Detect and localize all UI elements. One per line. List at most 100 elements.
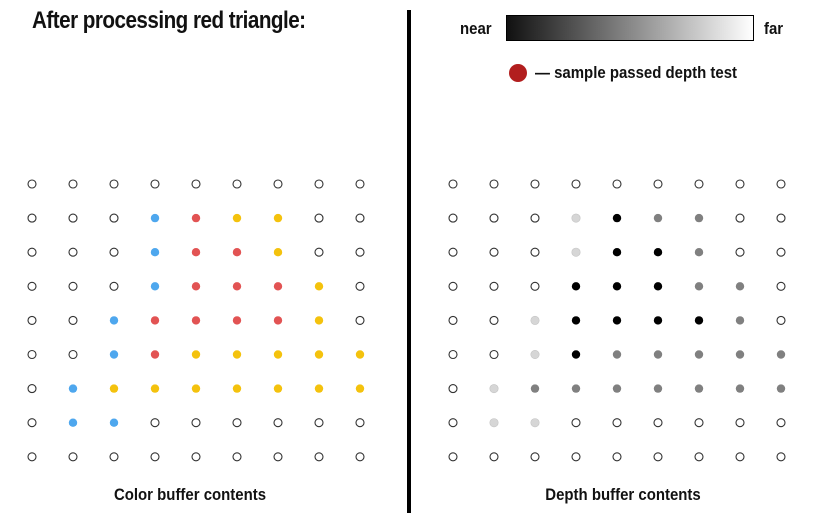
color-buffer-empty-sample xyxy=(27,213,37,223)
depth-buffer-empty-sample xyxy=(489,281,499,291)
depth-buffer-empty-sample xyxy=(489,213,499,223)
depth-buffer-empty-sample xyxy=(448,179,458,189)
legend-far-label: far xyxy=(764,19,784,38)
color-buffer-covered-sample xyxy=(232,282,242,291)
depth-buffer-covered-sample xyxy=(694,350,704,359)
depth-buffer-empty-sample xyxy=(612,418,622,428)
color-buffer-empty-sample xyxy=(355,179,365,189)
depth-buffer-covered-sample xyxy=(735,316,745,325)
color-buffer-empty-sample xyxy=(68,452,78,462)
depth-buffer-empty-sample xyxy=(530,247,540,257)
color-buffer-empty-sample xyxy=(273,452,283,462)
depth-buffer-empty-sample xyxy=(776,281,786,291)
color-buffer-empty-sample xyxy=(191,418,201,428)
color-buffer-covered-sample xyxy=(273,350,283,359)
color-buffer-empty-sample xyxy=(355,281,365,291)
depth-buffer-empty-sample xyxy=(489,179,499,189)
color-buffer-empty-sample xyxy=(27,247,37,257)
depth-buffer-covered-sample xyxy=(653,248,663,257)
depth-buffer-empty-sample xyxy=(530,281,540,291)
color-buffer-empty-sample xyxy=(27,452,37,462)
color-buffer-covered-sample xyxy=(314,384,324,393)
depth-buffer-empty-sample xyxy=(735,247,745,257)
depth-buffer-covered-sample xyxy=(530,349,540,359)
color-buffer-covered-sample xyxy=(150,248,160,257)
color-buffer-empty-sample xyxy=(150,418,160,428)
color-buffer-covered-sample xyxy=(191,384,201,393)
depth-buffer-empty-sample xyxy=(612,452,622,462)
depth-buffer-covered-sample xyxy=(612,316,622,325)
depth-buffer-empty-sample xyxy=(448,384,458,394)
color-buffer-empty-sample xyxy=(314,452,324,462)
panel-divider xyxy=(407,10,411,513)
depth-buffer-empty-sample xyxy=(653,179,663,189)
depth-buffer-empty-sample xyxy=(530,179,540,189)
color-buffer-covered-sample xyxy=(273,213,283,223)
color-buffer-covered-sample xyxy=(355,384,365,393)
color-buffer-covered-sample xyxy=(68,384,78,393)
depth-buffer-empty-sample xyxy=(776,213,786,223)
color-buffer-empty-sample xyxy=(355,247,365,257)
color-buffer-covered-sample xyxy=(232,316,242,325)
depth-buffer-empty-sample xyxy=(776,315,786,325)
depth-buffer-covered-sample xyxy=(612,282,622,291)
depth-buffer-covered-sample xyxy=(571,384,581,393)
color-buffer-empty-sample xyxy=(273,179,283,189)
depth-buffer-covered-sample xyxy=(694,282,704,291)
depth-buffer-covered-sample xyxy=(694,248,704,257)
depth-buffer-covered-sample xyxy=(571,213,581,223)
color-buffer-covered-sample xyxy=(232,248,242,257)
color-buffer-empty-sample xyxy=(68,179,78,189)
color-buffer-covered-sample xyxy=(314,282,324,291)
depth-buffer-covered-sample xyxy=(653,282,663,291)
depth-buffer-covered-sample xyxy=(653,316,663,325)
passed-sample-key-label: — sample passed depth test xyxy=(535,63,738,82)
depth-buffer-covered-sample xyxy=(530,418,540,428)
color-buffer-empty-sample xyxy=(314,213,324,223)
color-buffer-covered-sample xyxy=(109,384,119,393)
depth-buffer-empty-sample xyxy=(448,281,458,291)
depth-buffer-covered-sample xyxy=(530,384,540,393)
color-buffer-empty-sample xyxy=(150,179,160,189)
depth-buffer-covered-sample xyxy=(489,418,499,428)
depth-buffer-empty-sample xyxy=(735,213,745,223)
depth-buffer-covered-sample xyxy=(571,350,581,359)
color-buffer-covered-sample xyxy=(273,282,283,291)
color-buffer-empty-sample xyxy=(191,179,201,189)
color-buffer-empty-sample xyxy=(314,179,324,189)
depth-buffer-empty-sample xyxy=(448,418,458,428)
color-buffer-empty-sample xyxy=(68,281,78,291)
color-buffer-covered-sample xyxy=(109,418,119,427)
depth-buffer-empty-sample xyxy=(694,179,704,189)
depth-buffer-covered-sample xyxy=(776,350,786,359)
depth-buffer-covered-sample xyxy=(571,316,581,325)
depth-buffer-empty-sample xyxy=(489,349,499,360)
depth-buffer-empty-sample xyxy=(612,179,622,189)
color-buffer-empty-sample xyxy=(109,213,119,223)
depth-buffer-empty-sample xyxy=(448,315,458,325)
color-buffer-covered-sample xyxy=(109,350,119,359)
depth-buffer-covered-sample xyxy=(653,384,663,393)
depth-buffer-empty-sample xyxy=(735,179,745,189)
color-buffer-empty-sample xyxy=(273,418,283,428)
color-buffer-covered-sample xyxy=(150,350,160,359)
depth-buffer-covered-sample xyxy=(612,213,622,223)
depth-buffer-empty-sample xyxy=(448,247,458,257)
color-buffer-covered-sample xyxy=(191,282,201,291)
color-buffer-caption: Color buffer contents xyxy=(113,485,267,504)
color-buffer-empty-sample xyxy=(68,247,78,257)
color-buffer-empty-sample xyxy=(232,452,242,462)
depth-buffer-covered-sample xyxy=(530,315,540,325)
color-buffer-empty-sample xyxy=(109,452,119,462)
depth-buffer-empty-sample xyxy=(735,452,745,462)
depth-buffer-empty-sample xyxy=(571,179,581,189)
color-buffer-covered-sample xyxy=(150,384,160,393)
color-buffer-covered-sample xyxy=(109,316,119,325)
color-buffer-covered-sample xyxy=(273,248,283,257)
color-buffer-empty-sample xyxy=(150,452,160,462)
color-buffer-covered-sample xyxy=(150,282,160,291)
color-buffer-empty-sample xyxy=(191,452,201,462)
depth-buffer-covered-sample xyxy=(612,384,622,393)
color-buffer-empty-sample xyxy=(314,247,324,257)
